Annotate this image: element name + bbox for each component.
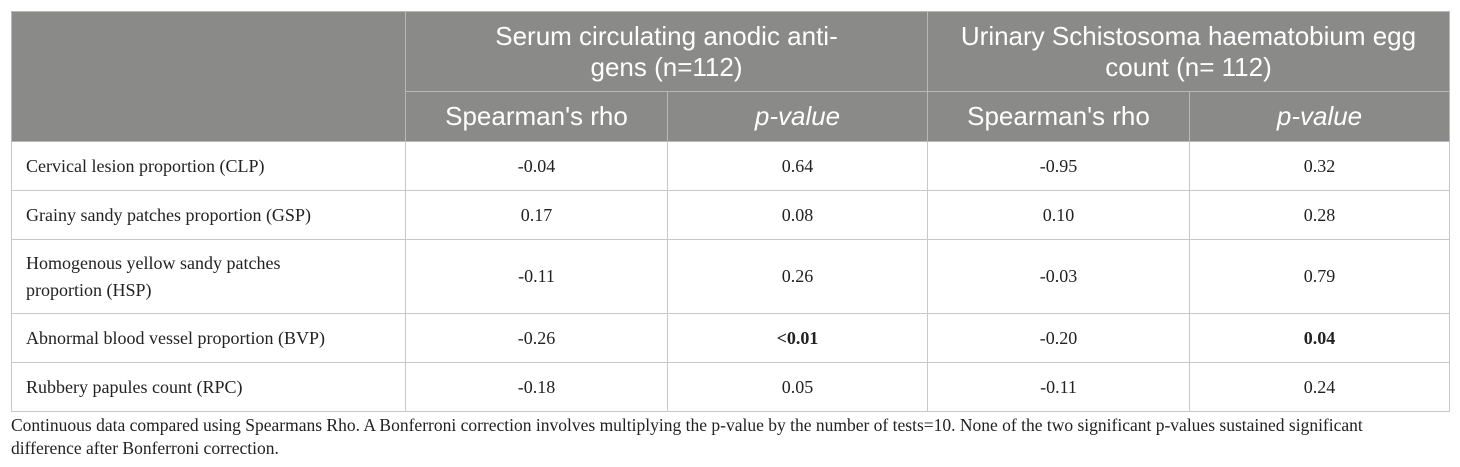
row-label: Cervical lesion proportion (CLP) xyxy=(11,141,406,191)
footnote-line1: Continuous data compared using Spearmans… xyxy=(11,415,1363,435)
row-label: Abnormal blood vessel proportion (BVP) xyxy=(11,313,406,363)
subheader-p-value: p-value xyxy=(667,91,928,142)
subheader-spearman-rho: Spearman's rho xyxy=(927,91,1190,142)
table-row: Grainy sandy patches proportion (GSP) 0.… xyxy=(11,190,1450,240)
table-cell: -0.95 xyxy=(927,141,1190,191)
header-group-serum-caa: Serum circulating anodic anti- gens (n=1… xyxy=(405,11,928,92)
row-label: Rubbery papules count (RPC) xyxy=(11,362,406,412)
header-group-urinary-egg-count-line2: count (n= 112) xyxy=(1105,51,1272,82)
header-group-serum-caa-line1: Serum circulating anodic anti- xyxy=(495,20,838,51)
table-cell: 0.28 xyxy=(1189,190,1450,240)
table-cell: 0.08 xyxy=(667,190,928,240)
table-row: Cervical lesion proportion (CLP) -0.04 0… xyxy=(11,141,1450,191)
table-cell: -0.11 xyxy=(405,239,668,314)
table-cell: 0.79 xyxy=(1189,239,1450,314)
table-cell: -0.18 xyxy=(405,362,668,412)
table-row: Abnormal blood vessel proportion (BVP) -… xyxy=(11,313,1450,363)
table-footnote: Continuous data compared using Spearmans… xyxy=(11,414,1451,460)
table-cell: -0.20 xyxy=(927,313,1190,363)
table-cell: 0.10 xyxy=(927,190,1190,240)
header-group-urinary-egg-count-line1: Urinary Schistosoma haematobium egg xyxy=(960,20,1417,51)
table-row: Homogenous yellow sandy patches proporti… xyxy=(11,239,1450,314)
table-cell: -0.11 xyxy=(927,362,1190,412)
table-cell: -0.03 xyxy=(927,239,1190,314)
footnote-line2: difference after Bonferroni correction. xyxy=(11,438,279,458)
header-empty-cell xyxy=(11,11,406,142)
significant-value-cell: <0.01 xyxy=(667,313,928,363)
table-row: Rubbery papules count (RPC) -0.18 0.05 -… xyxy=(11,362,1450,412)
row-label-line2: proportion (HSP) xyxy=(26,279,152,300)
correlation-table: Serum circulating anodic anti- gens (n=1… xyxy=(11,11,1450,412)
table-cell: 0.24 xyxy=(1189,362,1450,412)
table-cell: -0.04 xyxy=(405,141,668,191)
row-label: Homogenous yellow sandy patches proporti… xyxy=(11,239,406,314)
table-body: Cervical lesion proportion (CLP) -0.04 0… xyxy=(11,141,1450,412)
table-cell: 0.26 xyxy=(667,239,928,314)
correlation-table-container: Serum circulating anodic anti- gens (n=1… xyxy=(11,11,1450,412)
header-group-urinary-egg-count: Urinary Schistosoma haematobium egg coun… xyxy=(927,11,1450,92)
significant-value-cell: 0.04 xyxy=(1189,313,1450,363)
table-cell: 0.05 xyxy=(667,362,928,412)
table-cell: 0.32 xyxy=(1189,141,1450,191)
table-header: Serum circulating anodic anti- gens (n=1… xyxy=(11,11,1450,142)
subheader-spearman-rho: Spearman's rho xyxy=(405,91,668,142)
table-cell: 0.64 xyxy=(667,141,928,191)
subheader-p-value: p-value xyxy=(1189,91,1450,142)
header-group-serum-caa-line2: gens (n=112) xyxy=(590,51,743,82)
table-cell: 0.17 xyxy=(405,190,668,240)
row-label-line1: Homogenous yellow sandy patches xyxy=(26,252,281,273)
table-cell: -0.26 xyxy=(405,313,668,363)
row-label: Grainy sandy patches proportion (GSP) xyxy=(11,190,406,240)
